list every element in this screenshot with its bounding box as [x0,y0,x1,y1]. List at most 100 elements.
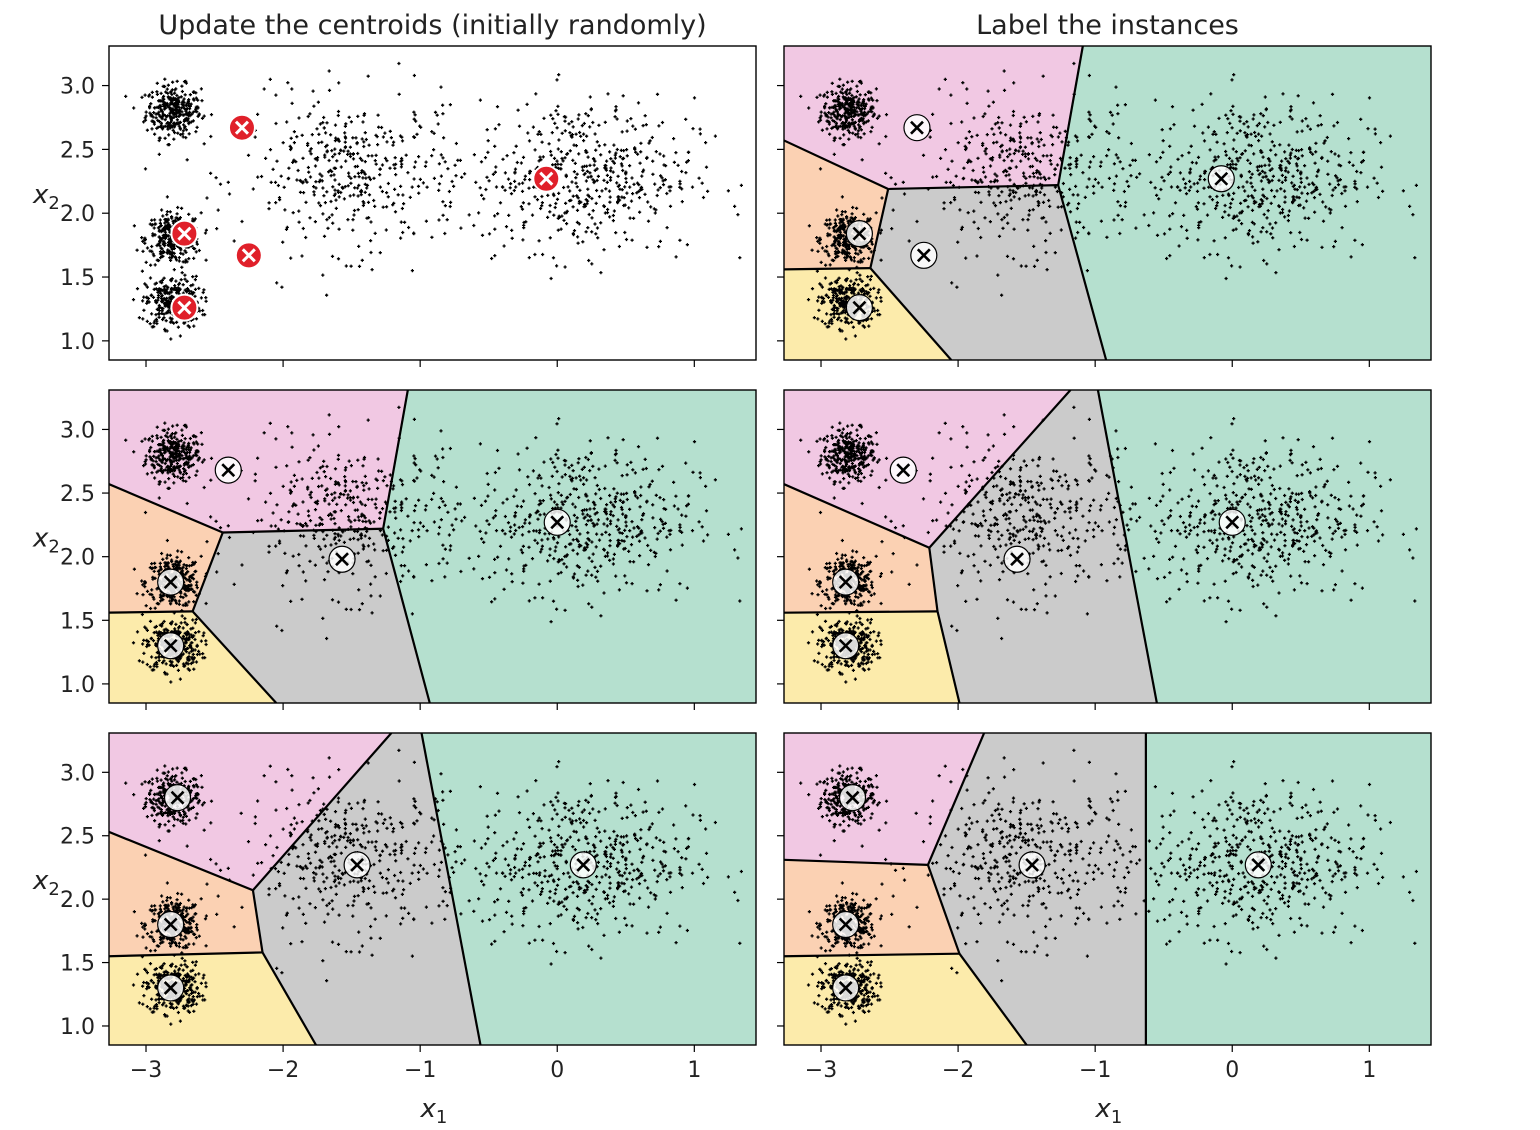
x-tick-label: 1 [687,1058,701,1083]
decision-boundary [928,547,939,612]
decision-region [784,611,960,703]
decision-boundary [784,952,960,958]
panel-title: Label the instances [976,10,1239,41]
instance-points [124,61,743,341]
x-axis-label: x1 [420,1094,448,1128]
y-axis-label: x2 [32,180,60,214]
axes-frame [783,45,1432,361]
centroid-marker [227,113,256,142]
panel-middle-left: 1.0 1.5 2.0 2.5 3.0 x2 [32,389,757,710]
x-tick-label: −2 [942,1058,974,1083]
decision-boundary [191,532,224,612]
decision-region [192,528,430,703]
centroid-marker [214,456,242,484]
decision-boundary [784,139,889,190]
centroid-marker [157,910,185,939]
centroid-marker [1218,508,1246,536]
decision-boundary [869,188,890,269]
axes-frame [783,389,1432,704]
y-axis-label: x2 [32,524,60,558]
plot-area [124,61,743,341]
x-tick-label: −1 [1079,1058,1111,1083]
centroid-marker [832,974,860,1002]
centroid-marker [532,164,561,193]
decision-region [421,733,756,1045]
decision-region [927,733,1146,1045]
centroid-marker [1244,851,1272,879]
axes-frame [108,45,757,361]
centroid-marker [543,508,571,536]
decision-boundary [382,528,431,703]
y-tick-label: 2.5 [60,825,95,850]
y-tick-label: 3.0 [60,761,95,786]
decision-region [1058,46,1431,360]
centroid-marker [343,851,371,879]
y-axis-label: x2 [32,866,60,900]
decision-region [870,185,1107,360]
x-tick-label: −2 [267,1058,299,1083]
plot-area [784,46,1431,360]
centroid-marker [170,293,199,322]
plot-area [109,390,756,703]
centroid-marker [163,784,192,812]
axes-frame [108,732,757,1046]
decision-boundary [1057,184,1108,360]
centroid-marker [157,568,185,596]
panel-middle-right [777,389,1432,710]
decision-boundary [784,266,871,271]
centroid-marker [1003,545,1031,573]
y-tick-label: 2.5 [60,138,95,163]
decision-boundary [109,951,263,958]
x-axis-label: x1 [1095,1094,1123,1128]
x-tick-label: 1 [1362,1058,1376,1083]
y-tick-label: 3.0 [60,418,95,443]
centroid-marker [1018,851,1046,879]
decision-region [383,390,756,703]
panel-title: Update the centroids (initially randomly… [158,10,706,41]
panel-top-left: 1.0 1.5 2.0 2.5 3.0 Update the centroids (ini… [32,10,757,367]
panel-bottom-right: −3 −2 −1 0 1 x1 [777,732,1432,1128]
centroid-marker [170,219,199,248]
decision-region [784,733,985,865]
axes-frame [783,732,1432,1046]
decision-boundary [926,864,961,955]
decision-boundary [784,610,938,614]
plot-area [109,733,756,1045]
y-tick-label: 1.5 [60,952,95,977]
x-tick-label: −1 [404,1058,436,1083]
y-tick-label: 3.0 [60,75,95,100]
decision-region [109,733,392,891]
decision-boundary [958,953,1028,1045]
plot-area [784,390,1431,703]
centroid-marker [569,851,597,879]
decision-boundary [1096,390,1158,703]
decision-boundary [869,267,953,360]
centroid-marker [1207,165,1235,193]
decision-boundary [109,483,224,534]
axes-frame [108,389,757,704]
y-tick-label: 2.0 [60,202,95,227]
y-tick-label: 1.0 [60,673,95,698]
x-tick-label: −3 [805,1058,837,1083]
y-tick-label: 1.5 [60,266,95,291]
decision-boundary [784,858,928,867]
decision-region [1097,390,1431,703]
y-tick-label: 2.0 [60,888,95,913]
y-tick-label: 1.5 [60,609,95,634]
decision-boundary [191,610,278,703]
centroid-marker [832,568,860,596]
decision-boundary [928,390,1072,549]
centroid-marker [838,784,867,812]
decision-boundary [109,610,193,614]
centroid-marker [832,910,860,939]
decision-boundary [252,733,393,891]
decision-boundary [926,733,986,866]
decision-region [1145,733,1431,1045]
y-tick-label: 1.0 [60,330,95,355]
centroid-marker [910,241,938,269]
decision-region [784,484,938,613]
decision-boundary [261,951,317,1045]
decision-boundary [251,890,264,953]
decision-region [252,733,481,1045]
